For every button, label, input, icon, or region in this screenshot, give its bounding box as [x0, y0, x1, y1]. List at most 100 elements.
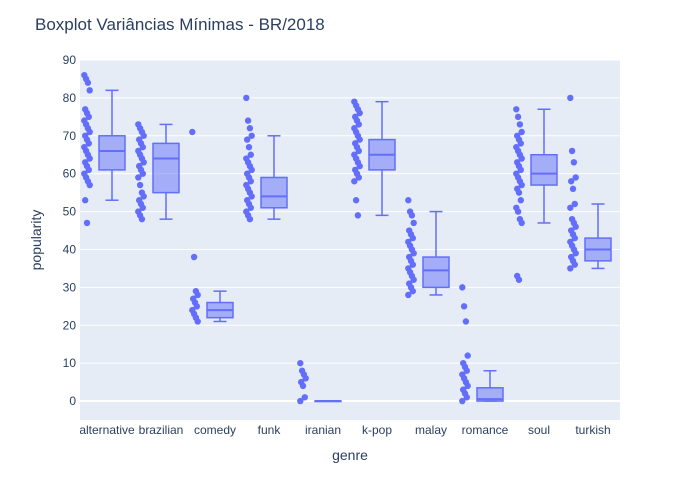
- data-point: [568, 147, 576, 155]
- data-point: [244, 117, 252, 124]
- data-point: [570, 159, 578, 166]
- data-point: [139, 204, 146, 211]
- data-point: [410, 219, 417, 227]
- data-point: [355, 121, 362, 128]
- data-point: [248, 193, 255, 200]
- data-point: [302, 375, 309, 382]
- data-point: [571, 234, 578, 242]
- box-alternative: [81, 71, 126, 227]
- y-tick-label: 60: [63, 167, 77, 181]
- box-k-pop: [351, 98, 396, 219]
- data-point: [517, 197, 524, 204]
- x-tick-label: k-pop: [362, 423, 392, 437]
- data-point: [82, 197, 89, 204]
- box-funk: [243, 94, 288, 223]
- box-brazilian: [135, 121, 180, 223]
- data-point: [410, 276, 417, 283]
- data-point: [140, 193, 147, 200]
- data-point: [459, 397, 466, 405]
- data-point: [86, 155, 93, 162]
- data-point: [189, 128, 196, 136]
- data-point: [515, 189, 523, 196]
- x-tick-label: malay: [415, 423, 447, 437]
- data-point: [194, 318, 201, 325]
- iqr-box: [152, 142, 180, 194]
- data-point: [572, 250, 579, 257]
- x-tick-label: romance: [462, 423, 509, 437]
- data-point: [86, 87, 93, 94]
- box-turkish: [567, 94, 612, 272]
- x-tick-label: comedy: [194, 423, 236, 437]
- plot-area: [80, 60, 620, 420]
- data-point: [460, 303, 468, 310]
- data-point: [518, 181, 525, 189]
- data-point: [138, 215, 146, 223]
- data-point: [246, 125, 254, 132]
- data-point: [462, 318, 470, 325]
- data-point: [356, 109, 363, 117]
- data-point: [571, 200, 578, 208]
- y-tick-label: 30: [63, 280, 77, 294]
- data-point: [355, 147, 362, 155]
- data-point: [513, 106, 520, 113]
- data-point: [248, 166, 255, 174]
- data-point: [463, 367, 470, 374]
- data-point: [139, 170, 146, 177]
- data-point: [86, 181, 93, 189]
- iqr-box: [422, 256, 450, 289]
- x-tick-label: brazilian: [139, 423, 184, 437]
- data-point: [517, 140, 524, 147]
- x-tick-label: soul: [528, 423, 550, 437]
- data-point: [247, 151, 254, 158]
- data-point: [297, 359, 304, 367]
- data-point: [409, 234, 416, 242]
- chart-title: Boxplot Variâncias Mínimas - BR/2018: [35, 15, 325, 34]
- data-point: [299, 382, 307, 390]
- data-point: [463, 394, 470, 401]
- data-point: [356, 136, 363, 143]
- data-point: [514, 208, 522, 215]
- data-point: [86, 128, 93, 136]
- data-point: [567, 265, 574, 272]
- data-point: [85, 113, 93, 121]
- data-point: [140, 132, 147, 139]
- data-point: [244, 136, 251, 143]
- y-tick-label: 20: [63, 318, 77, 332]
- box-iranian: [297, 359, 342, 405]
- x-tick-label: funk: [258, 423, 282, 437]
- boxes: [81, 71, 612, 405]
- data-point: [248, 132, 255, 139]
- data-point: [571, 261, 578, 268]
- data-point: [83, 219, 91, 227]
- data-point: [405, 197, 412, 204]
- data-point: [409, 287, 416, 295]
- data-point: [518, 219, 525, 227]
- y-tick-label: 90: [63, 53, 77, 67]
- data-point: [194, 291, 201, 299]
- data-point: [572, 174, 579, 181]
- data-point: [569, 185, 577, 193]
- data-point: [139, 143, 146, 151]
- data-point: [246, 215, 254, 223]
- data-point: [517, 166, 524, 174]
- data-point: [405, 291, 412, 299]
- data-point: [247, 204, 254, 211]
- box-romance: [459, 284, 504, 405]
- y-axis-ticks: 0 10 20 30 40 50 60 70 80 90: [63, 53, 77, 408]
- box-comedy: [189, 128, 234, 325]
- data-point: [136, 181, 144, 189]
- data-point: [568, 178, 575, 185]
- data-point: [85, 166, 93, 174]
- data-point: [567, 204, 574, 211]
- data-point: [243, 94, 250, 102]
- data-point: [409, 261, 416, 268]
- x-tick-label: iranian: [305, 423, 341, 437]
- data-point: [85, 140, 93, 147]
- data-point: [354, 212, 362, 219]
- data-point: [408, 212, 416, 219]
- box-soul: [513, 106, 558, 283]
- data-point: [297, 397, 304, 405]
- x-tick-label: turkish: [575, 423, 610, 437]
- data-point: [135, 174, 142, 181]
